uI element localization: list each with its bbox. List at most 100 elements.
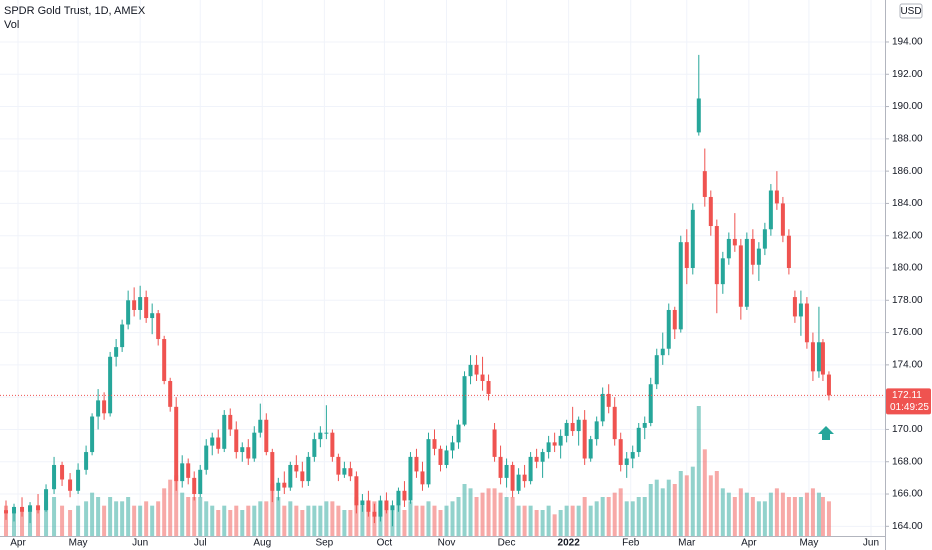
candle-body xyxy=(594,421,599,440)
candle-body xyxy=(738,245,743,307)
candle-body xyxy=(246,447,251,459)
candle-body xyxy=(156,313,161,340)
volume-bar xyxy=(270,484,275,536)
volume-bar xyxy=(414,505,419,536)
candle-body xyxy=(816,342,821,372)
candle-body xyxy=(702,171,707,197)
volume-bar xyxy=(68,510,73,536)
volume-bar xyxy=(528,505,533,536)
volume-bar xyxy=(222,505,227,536)
volume-bar xyxy=(522,505,527,536)
volume-bar xyxy=(720,488,725,536)
candle-body xyxy=(468,364,473,377)
volume-bar xyxy=(510,497,515,536)
candle-body xyxy=(180,463,185,482)
candle-body xyxy=(576,419,581,432)
y-tick-label: 178.00 xyxy=(892,295,923,306)
candle-body xyxy=(672,309,677,330)
candle-body xyxy=(756,248,761,265)
x-tick-label: Jun xyxy=(863,538,879,549)
volume-bar xyxy=(474,497,479,536)
candle-body xyxy=(76,469,81,491)
x-tick-label: Feb xyxy=(622,538,640,549)
marks xyxy=(4,54,831,536)
candle-body xyxy=(546,442,551,453)
volume-bar xyxy=(516,505,521,536)
volume-bar xyxy=(96,497,101,536)
volume-bar xyxy=(654,479,659,536)
candle-body xyxy=(324,432,329,434)
volume-bar xyxy=(76,505,81,536)
volume-bar xyxy=(168,479,173,536)
volume-bar xyxy=(120,501,125,536)
volume-bar xyxy=(798,497,803,536)
candle-body xyxy=(552,442,557,446)
candle-body xyxy=(762,229,767,249)
volume-bar xyxy=(36,510,41,536)
volume-bar xyxy=(144,501,149,536)
volume-bar xyxy=(174,475,179,536)
candle-body xyxy=(714,226,719,285)
volume-bar xyxy=(588,505,593,536)
candle-body xyxy=(726,238,731,259)
candle-body xyxy=(120,324,125,348)
volume-bar xyxy=(804,492,809,536)
volume-bar xyxy=(180,492,185,536)
candle-body xyxy=(228,414,233,430)
volume-bar xyxy=(264,501,269,536)
candle-body xyxy=(108,356,113,414)
volume-bar xyxy=(820,497,825,536)
currency-box[interactable] xyxy=(899,3,923,19)
candle-body xyxy=(20,506,25,512)
candle-body xyxy=(798,303,803,317)
candle-body xyxy=(444,450,449,465)
candle-body xyxy=(306,456,311,482)
candle-body xyxy=(198,469,203,495)
x-tick-label: May xyxy=(69,538,88,549)
volume-bar xyxy=(612,492,617,536)
candle-body xyxy=(102,400,107,414)
currency[interactable]: USD xyxy=(900,6,921,17)
candle-body xyxy=(210,437,215,446)
volume-bar xyxy=(732,497,737,536)
volume-bar xyxy=(20,510,25,536)
candle-body xyxy=(408,456,413,501)
volume-bar xyxy=(426,501,431,536)
volume-bar xyxy=(816,492,821,536)
candle-body xyxy=(642,422,647,428)
volume-bar xyxy=(294,505,299,536)
volume-bar xyxy=(336,505,341,536)
candle-body xyxy=(678,242,683,330)
last-price-label: 172.11 xyxy=(892,390,922,401)
y-tick-label: 186.00 xyxy=(892,166,923,177)
volume-bar xyxy=(306,505,311,536)
volume-bar xyxy=(276,497,281,536)
candle-body xyxy=(318,432,323,440)
candle-body xyxy=(810,342,815,372)
candle-body xyxy=(564,422,569,436)
candle-body xyxy=(774,190,779,204)
candle-body xyxy=(144,297,149,319)
x-tick-label: Nov xyxy=(438,538,456,549)
x-tick-label: Aug xyxy=(253,538,271,549)
candle-body xyxy=(450,442,455,451)
volume-bar xyxy=(90,492,95,536)
volume-bar xyxy=(318,505,323,536)
candle-body xyxy=(510,464,515,491)
y-tick-label: 168.00 xyxy=(892,456,923,467)
volume-bar xyxy=(792,497,797,536)
volume-bar xyxy=(636,497,641,536)
candle-body xyxy=(612,406,617,440)
volume-bar xyxy=(288,501,293,536)
candle-body xyxy=(750,238,755,265)
volume-bar xyxy=(228,510,233,536)
candle-body xyxy=(12,506,17,514)
candle-body xyxy=(28,505,33,512)
candle-body xyxy=(294,464,299,472)
x-tick-label: May xyxy=(799,538,818,549)
y-tick-label: 166.00 xyxy=(892,489,923,500)
candle-body xyxy=(192,477,197,495)
candle-body xyxy=(52,464,57,490)
volume-bar xyxy=(606,497,611,536)
